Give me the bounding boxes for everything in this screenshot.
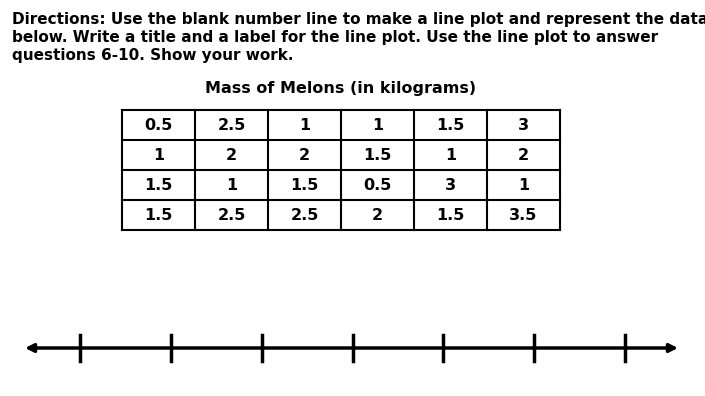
Text: 1: 1 — [445, 147, 456, 162]
Text: 2.5: 2.5 — [217, 118, 245, 133]
Text: 2.5: 2.5 — [290, 208, 319, 223]
Text: 1: 1 — [518, 177, 529, 192]
Text: 1.5: 1.5 — [145, 177, 173, 192]
Text: below. Write a title and a label for the line plot. Use the line plot to answer: below. Write a title and a label for the… — [12, 30, 658, 45]
Text: 1.5: 1.5 — [363, 147, 392, 162]
Text: 2.5: 2.5 — [217, 208, 245, 223]
Text: 1.5: 1.5 — [436, 208, 465, 223]
Text: 1: 1 — [372, 118, 383, 133]
Text: 2: 2 — [518, 147, 529, 162]
Text: 3: 3 — [518, 118, 529, 133]
Text: 1: 1 — [226, 177, 237, 192]
Text: 3: 3 — [445, 177, 456, 192]
Text: 3.5: 3.5 — [509, 208, 538, 223]
Text: 1.5: 1.5 — [145, 208, 173, 223]
Text: 1: 1 — [299, 118, 310, 133]
Text: 2: 2 — [372, 208, 383, 223]
Text: 2: 2 — [299, 147, 310, 162]
Text: 0.5: 0.5 — [145, 118, 173, 133]
Text: 1.5: 1.5 — [290, 177, 319, 192]
Text: 1: 1 — [153, 147, 164, 162]
Text: questions 6-10. Show your work.: questions 6-10. Show your work. — [12, 48, 293, 63]
Text: 1.5: 1.5 — [436, 118, 465, 133]
Text: 0.5: 0.5 — [363, 177, 392, 192]
Text: Mass of Melons (in kilograms): Mass of Melons (in kilograms) — [205, 81, 477, 96]
Text: Directions: Use the blank number line to make a line plot and represent the data: Directions: Use the blank number line to… — [12, 12, 705, 27]
Text: 2: 2 — [226, 147, 237, 162]
